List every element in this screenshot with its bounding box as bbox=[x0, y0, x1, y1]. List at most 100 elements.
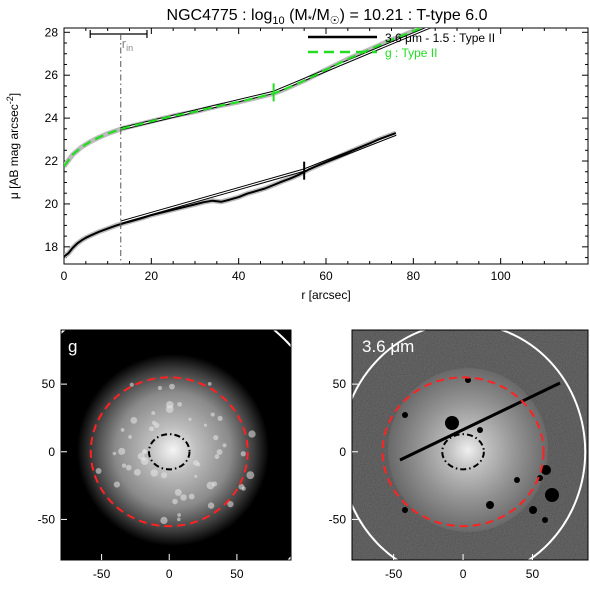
g-band-knot bbox=[166, 401, 174, 409]
series-1-band bbox=[64, 28, 428, 168]
irac-36um-x-tick-label-2: 50 bbox=[526, 567, 540, 581]
g-band-knot bbox=[214, 454, 220, 460]
x-axis-label: r [arcsec] bbox=[301, 288, 350, 302]
g-band-knot bbox=[177, 401, 182, 407]
g-band-knot bbox=[120, 427, 125, 432]
masked-source-2 bbox=[402, 412, 408, 418]
g-band-knot bbox=[151, 420, 157, 425]
g-band-knot bbox=[161, 472, 168, 479]
title-mass: (M bbox=[289, 7, 308, 24]
y-tick-label-5: 28 bbox=[45, 25, 59, 39]
masked-source-0 bbox=[445, 416, 459, 430]
g-band-knot bbox=[141, 449, 147, 455]
y-tick-label-2: 22 bbox=[45, 154, 59, 168]
g-band-y-tick-label-1: 0 bbox=[48, 445, 55, 459]
g-band-knot bbox=[118, 447, 126, 455]
g-band-knot bbox=[176, 517, 181, 522]
g-band-knot bbox=[133, 468, 141, 476]
g-band-knot bbox=[196, 462, 201, 467]
g-band-frame bbox=[60, 329, 292, 561]
g-band-knot bbox=[222, 443, 227, 448]
masked-source-6 bbox=[529, 506, 537, 514]
profile-plot: 0 20 40 60 80 100 18 20 22 24 26 28 r [arcsec] μ [A… bbox=[5, 25, 589, 302]
g-band-knot bbox=[216, 449, 223, 456]
irac-36um-ellipse-2 bbox=[352, 330, 587, 560]
x-tick-label-3: 60 bbox=[319, 269, 333, 283]
irac-36um-x-tick-label-0: -50 bbox=[385, 567, 403, 581]
series-0-band bbox=[64, 130, 397, 259]
g-band-knot bbox=[150, 469, 158, 477]
irac-36um-y-tick-label-0: 50 bbox=[333, 377, 347, 391]
g-band-knot bbox=[241, 486, 246, 491]
legend-label-g: g : Type II bbox=[385, 46, 437, 60]
g-band-knot bbox=[194, 474, 198, 478]
irac-36um-y-tick-label-1: 0 bbox=[339, 445, 346, 459]
x-tick-label-1: 20 bbox=[145, 269, 159, 283]
g-band-knot bbox=[246, 471, 255, 480]
g-band-knot bbox=[113, 481, 121, 488]
g-band-knot bbox=[169, 383, 175, 390]
title-log-sub: 10 bbox=[272, 15, 284, 27]
series-0-line bbox=[64, 132, 397, 258]
g-band-knot bbox=[240, 451, 246, 457]
masked-source-8 bbox=[514, 477, 520, 483]
r-in-label: rin bbox=[122, 36, 133, 53]
x-tick-label-4: 80 bbox=[407, 269, 421, 283]
g-band-knot bbox=[180, 494, 187, 501]
profile-frame bbox=[63, 27, 589, 265]
chart-title: NGC4775 : log10 (M*/M☉) = 10.21 : T-type… bbox=[167, 7, 488, 28]
g-band-knot bbox=[207, 382, 212, 386]
masked-source-9 bbox=[477, 427, 483, 433]
title-log: log bbox=[251, 7, 272, 24]
g-band-knot bbox=[212, 481, 218, 487]
y-tick-label-0: 18 bbox=[45, 240, 59, 254]
g-band-knot bbox=[149, 426, 155, 432]
title-mass-star: * bbox=[308, 14, 313, 26]
g-band-ellipse-1 bbox=[147, 433, 191, 471]
g-band-knot bbox=[227, 500, 234, 508]
y-tick-label-4: 26 bbox=[45, 68, 59, 82]
y-axis-label: μ [AB mag arcsec-2] bbox=[5, 93, 21, 199]
g-band-knot bbox=[177, 513, 182, 517]
x-tick-label-0: 0 bbox=[61, 269, 68, 283]
irac-36um-ellipse-0 bbox=[381, 376, 545, 528]
irac-36um-galaxy-image bbox=[388, 368, 548, 532]
g-band-x-tick-label-0: -50 bbox=[93, 567, 111, 581]
g-band-galaxy-image bbox=[77, 354, 269, 546]
irac-36um-y-tick-label-2: -50 bbox=[329, 512, 347, 526]
g-band-knot bbox=[130, 417, 138, 424]
g-band-x-tick-label-1: 0 bbox=[166, 567, 173, 581]
irac-36um-frame bbox=[351, 329, 589, 561]
g-band-knot bbox=[210, 412, 215, 417]
g-band-image-panel: g -50 0 50 50 0 -50 bbox=[38, 329, 292, 581]
legend-label-36um: 3.6 μm - 1.5 : Type II bbox=[385, 31, 495, 45]
title-galaxy: NGC4775 bbox=[167, 7, 238, 24]
g-band-knot bbox=[157, 385, 163, 391]
g-band-knot bbox=[188, 493, 195, 500]
g-band-knot bbox=[151, 411, 156, 416]
g-band-knot bbox=[121, 463, 127, 468]
x-tick-label-5: 100 bbox=[491, 269, 511, 283]
title-logvalue: ) = 10.21 bbox=[340, 7, 404, 24]
masked-source-4 bbox=[545, 488, 559, 502]
irac-36um-image-panel: 3.6 μm -50 0 50 50 0 -50 bbox=[329, 329, 589, 581]
masked-source-3 bbox=[541, 465, 551, 475]
g-band-knot bbox=[125, 464, 132, 471]
x-tick-label-2: 40 bbox=[232, 269, 246, 283]
g-band-knot bbox=[248, 430, 256, 438]
legend: 3.6 μm - 1.5 : Type II g : Type II bbox=[308, 31, 495, 60]
masked-source-7 bbox=[486, 501, 494, 509]
irac-36um-x-tick-label-1: 0 bbox=[460, 567, 467, 581]
g-band-knot bbox=[213, 435, 219, 441]
g-band-y-tick-label-0: 50 bbox=[42, 377, 56, 391]
y-tick-label-1: 20 bbox=[45, 197, 59, 211]
g-band-knot bbox=[174, 488, 182, 496]
g-band-knot bbox=[129, 382, 134, 387]
g-band-knot bbox=[160, 516, 168, 525]
g-band-knot bbox=[95, 468, 102, 474]
g-band-ellipse-0 bbox=[89, 376, 249, 528]
g-band-knot bbox=[207, 502, 215, 509]
g-band-knot bbox=[217, 415, 223, 422]
g-band-knot bbox=[203, 423, 208, 427]
